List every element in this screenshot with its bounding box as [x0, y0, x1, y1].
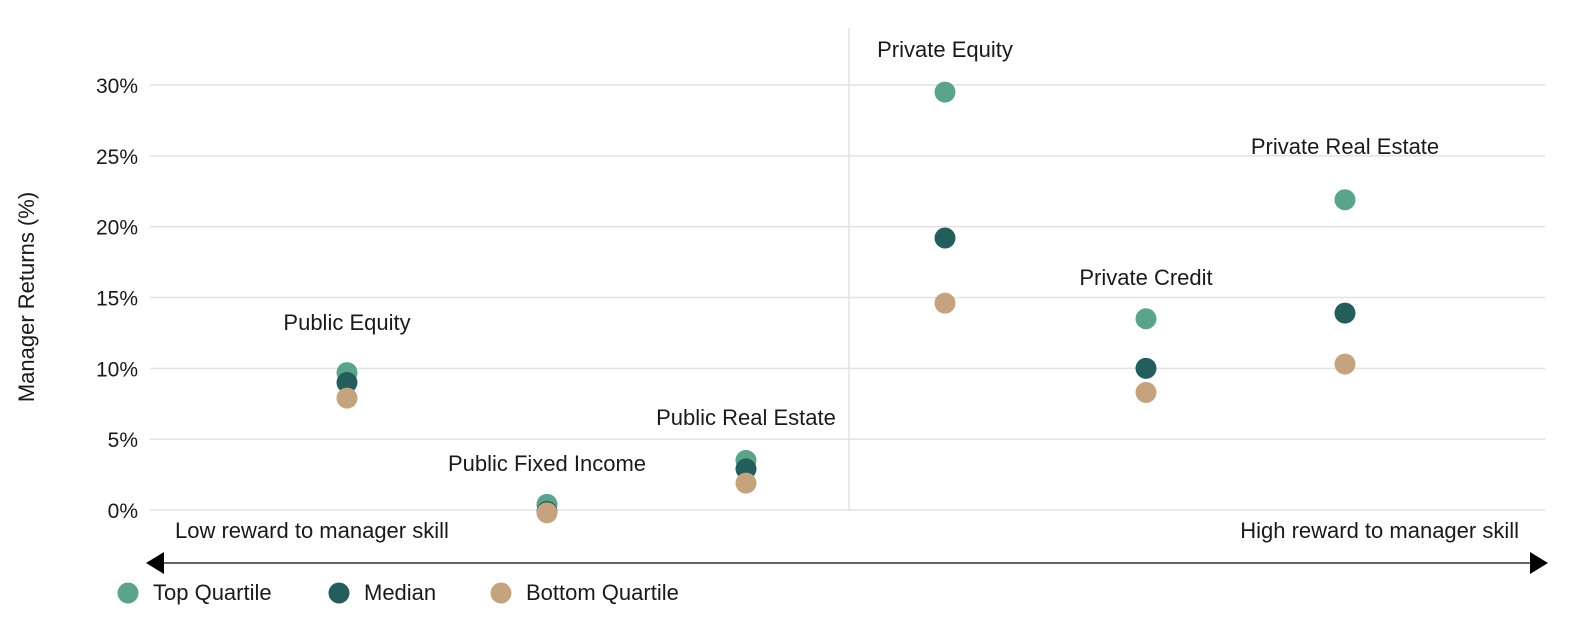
- y-tick-label: 5%: [108, 429, 138, 452]
- legend-label: Top Quartile: [153, 580, 272, 605]
- category-labels: Public Equity Public Fixed Income Public R…: [283, 37, 1439, 476]
- arrow-left-icon: [146, 552, 164, 574]
- legend-label: Median: [364, 580, 436, 605]
- data-point-bottom-quartile: [1334, 353, 1356, 375]
- category-label: Private Real Estate: [1251, 134, 1439, 159]
- y-tick-label: 25%: [96, 146, 138, 169]
- data-point-top-quartile: [1334, 189, 1356, 211]
- data-point-median: [1334, 302, 1356, 324]
- data-point-top-quartile: [1135, 308, 1157, 330]
- legend-swatch: [490, 582, 512, 604]
- data-point-bottom-quartile: [536, 502, 558, 524]
- y-axis-label: Manager Returns (%): [14, 192, 39, 402]
- y-tick-label: 30%: [96, 75, 138, 98]
- gridlines: [150, 84, 1545, 511]
- category-label: Public Equity: [283, 310, 410, 335]
- y-axis-ticks: 0% 5% 10% 15% 20% 25% 30%: [96, 75, 138, 523]
- category-label: Private Credit: [1079, 265, 1212, 290]
- data-point-bottom-quartile: [1135, 381, 1157, 403]
- data-point-top-quartile: [934, 81, 956, 103]
- data-point-median: [934, 227, 956, 249]
- legend-swatch: [117, 582, 139, 604]
- data-point-bottom-quartile: [336, 387, 358, 409]
- data-point-bottom-quartile: [735, 472, 757, 494]
- y-tick-label: 15%: [96, 288, 138, 311]
- low-reward-label: Low reward to manager skill: [175, 518, 449, 543]
- data-point-median: [1135, 357, 1157, 379]
- data-point-bottom-quartile: [934, 292, 956, 314]
- legend: Top Quartile Median Bottom Quartile: [117, 580, 679, 605]
- data-points: [336, 81, 1356, 524]
- y-tick-label: 10%: [96, 358, 138, 381]
- category-label: Public Fixed Income: [448, 451, 646, 476]
- category-label: Public Real Estate: [656, 405, 836, 430]
- legend-label: Bottom Quartile: [526, 580, 679, 605]
- legend-swatch: [328, 582, 350, 604]
- y-tick-label: 20%: [96, 217, 138, 240]
- y-tick-label: 0%: [108, 500, 138, 523]
- category-label: Private Equity: [877, 37, 1013, 62]
- arrow-right-icon: [1530, 552, 1548, 574]
- data-point-median: [336, 372, 358, 393]
- high-reward-label: High reward to manager skill: [1240, 518, 1519, 543]
